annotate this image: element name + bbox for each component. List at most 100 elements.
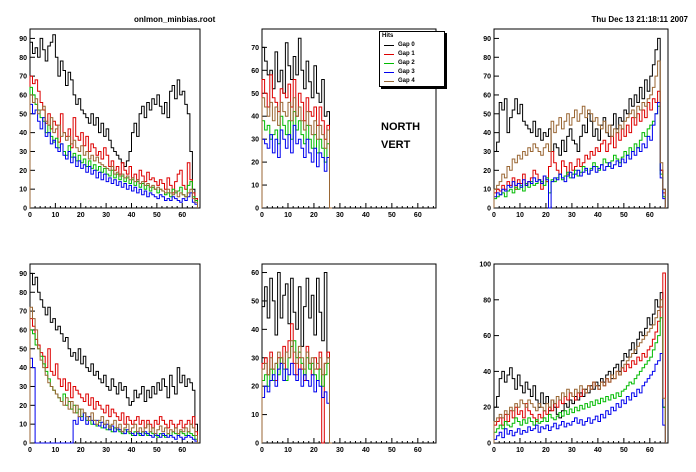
series-line-gap-4 xyxy=(261,340,333,444)
y-tick-label: 40 xyxy=(19,130,27,137)
y-tick-label: 10 xyxy=(19,422,27,429)
y-tick-label: 40 xyxy=(19,365,27,372)
x-tick-label: 50 xyxy=(153,447,161,454)
north-label: NORTH xyxy=(381,121,421,133)
y-tick-label: 60 xyxy=(19,327,27,334)
x-tick-label: 20 xyxy=(310,212,318,219)
legend-label: Gap 4 xyxy=(398,78,415,84)
y-tick-label: 30 xyxy=(19,149,27,156)
x-tick-label: 10 xyxy=(51,447,59,454)
legend-label: Gap 2 xyxy=(398,60,415,66)
y-tick-label: 70 xyxy=(483,74,491,81)
y-tick-label: 80 xyxy=(483,55,491,62)
legend-label: Gap 1 xyxy=(398,51,415,57)
y-tick-label: 20 xyxy=(483,168,491,175)
x-tick-label: 20 xyxy=(77,447,85,454)
series-line-gap-1 xyxy=(29,318,198,443)
x-tick-label: 0 xyxy=(28,447,32,454)
x-tick-label: 40 xyxy=(128,212,136,219)
legend-entry-gap3: Gap 3 xyxy=(384,69,444,77)
y-tick-label: 0 xyxy=(487,441,491,448)
histogram-panel-1: 0 10 20 30 40 50 60 0 10 20 30 40 50 60 70 80 90 xyxy=(19,28,201,219)
y-tick-label: 50 xyxy=(251,298,259,305)
legend-label: Gap 3 xyxy=(398,69,415,75)
y-tick-label: 20 xyxy=(19,403,27,410)
y-tick-label: 30 xyxy=(251,137,259,144)
y-tick-label: 80 xyxy=(19,55,27,62)
y-tick-label: 90 xyxy=(483,36,491,43)
y-tick-label: 60 xyxy=(251,68,259,75)
y-tick-label: 60 xyxy=(483,333,491,340)
y-tick-label: 20 xyxy=(251,160,259,167)
x-tick-label: 10 xyxy=(516,212,524,219)
series-line-gap-0 xyxy=(29,34,198,208)
series-line-gap-4 xyxy=(493,299,666,443)
legend-entry-gap2: Gap 2 xyxy=(384,60,444,68)
x-tick-label: 30 xyxy=(102,212,110,219)
x-tick-label: 40 xyxy=(594,212,602,219)
y-tick-label: 70 xyxy=(19,74,27,81)
x-tick-label: 30 xyxy=(336,212,344,219)
series-line-gap-4 xyxy=(493,60,666,208)
y-tick-label: 50 xyxy=(19,111,27,118)
x-tick-label: 60 xyxy=(646,212,654,219)
y-tick-label: 40 xyxy=(251,327,259,334)
legend-swatch xyxy=(384,72,394,73)
y-tick-label: 0 xyxy=(23,441,27,448)
legend-swatch xyxy=(384,54,394,55)
x-tick-label: 0 xyxy=(28,212,32,219)
histogram-panel-6: 0 10 20 30 40 50 60 0 20 40 60 80 100 xyxy=(479,262,669,454)
x-tick-label: 20 xyxy=(542,447,550,454)
x-tick-label: 60 xyxy=(646,447,654,454)
series-line-gap-0 xyxy=(493,37,666,208)
legend-swatch xyxy=(384,45,394,46)
series-line-gap-0 xyxy=(261,37,333,209)
y-tick-label: 80 xyxy=(483,297,491,304)
y-tick-label: 60 xyxy=(251,270,259,277)
x-tick-label: 0 xyxy=(260,212,264,219)
x-tick-label: 60 xyxy=(178,447,186,454)
x-tick-label: 10 xyxy=(516,447,524,454)
series-line-gap-3 xyxy=(261,124,333,209)
series-line-gap-4 xyxy=(261,97,333,209)
legend-entry-gap0: Gap 0 xyxy=(384,42,444,50)
y-tick-label: 20 xyxy=(19,168,27,175)
x-tick-label: 30 xyxy=(336,447,344,454)
y-tick-label: 40 xyxy=(483,369,491,376)
y-tick-label: 30 xyxy=(19,384,27,391)
y-tick-label: 0 xyxy=(255,206,259,213)
x-tick-label: 20 xyxy=(310,447,318,454)
y-tick-label: 100 xyxy=(479,262,491,269)
y-tick-label: 60 xyxy=(483,92,491,99)
x-tick-label: 20 xyxy=(542,212,550,219)
x-tick-label: 0 xyxy=(492,447,496,454)
y-tick-label: 0 xyxy=(487,206,491,213)
plot-frame xyxy=(493,28,669,209)
legend-entry-gap4: Gap 4 xyxy=(384,78,444,86)
series-line-gap-3 xyxy=(261,362,333,444)
series-line-gap-0 xyxy=(29,272,198,443)
x-tick-label: 40 xyxy=(128,447,136,454)
y-tick-label: 20 xyxy=(251,384,259,391)
legend-entry-gap1: Gap 1 xyxy=(384,51,444,59)
y-tick-label: 10 xyxy=(251,183,259,190)
x-tick-label: 50 xyxy=(388,212,396,219)
histogram-panel-4: 0 10 20 30 40 50 60 0 10 20 30 40 50 60 70 80 90 xyxy=(19,263,201,454)
x-tick-label: 50 xyxy=(388,447,396,454)
plot-frame xyxy=(493,263,669,444)
y-tick-label: 20 xyxy=(483,405,491,412)
y-tick-label: 80 xyxy=(19,290,27,297)
y-tick-label: 40 xyxy=(251,114,259,121)
series-line-gap-3 xyxy=(493,353,666,443)
series-line-gap-3 xyxy=(493,102,666,209)
legend-swatch xyxy=(384,63,394,64)
x-tick-label: 30 xyxy=(102,447,110,454)
y-tick-label: 70 xyxy=(251,45,259,52)
series-line-gap-0 xyxy=(261,272,333,444)
x-tick-label: 10 xyxy=(51,212,59,219)
x-tick-label: 60 xyxy=(414,447,422,454)
y-tick-label: 50 xyxy=(19,346,27,353)
x-tick-label: 0 xyxy=(260,447,264,454)
